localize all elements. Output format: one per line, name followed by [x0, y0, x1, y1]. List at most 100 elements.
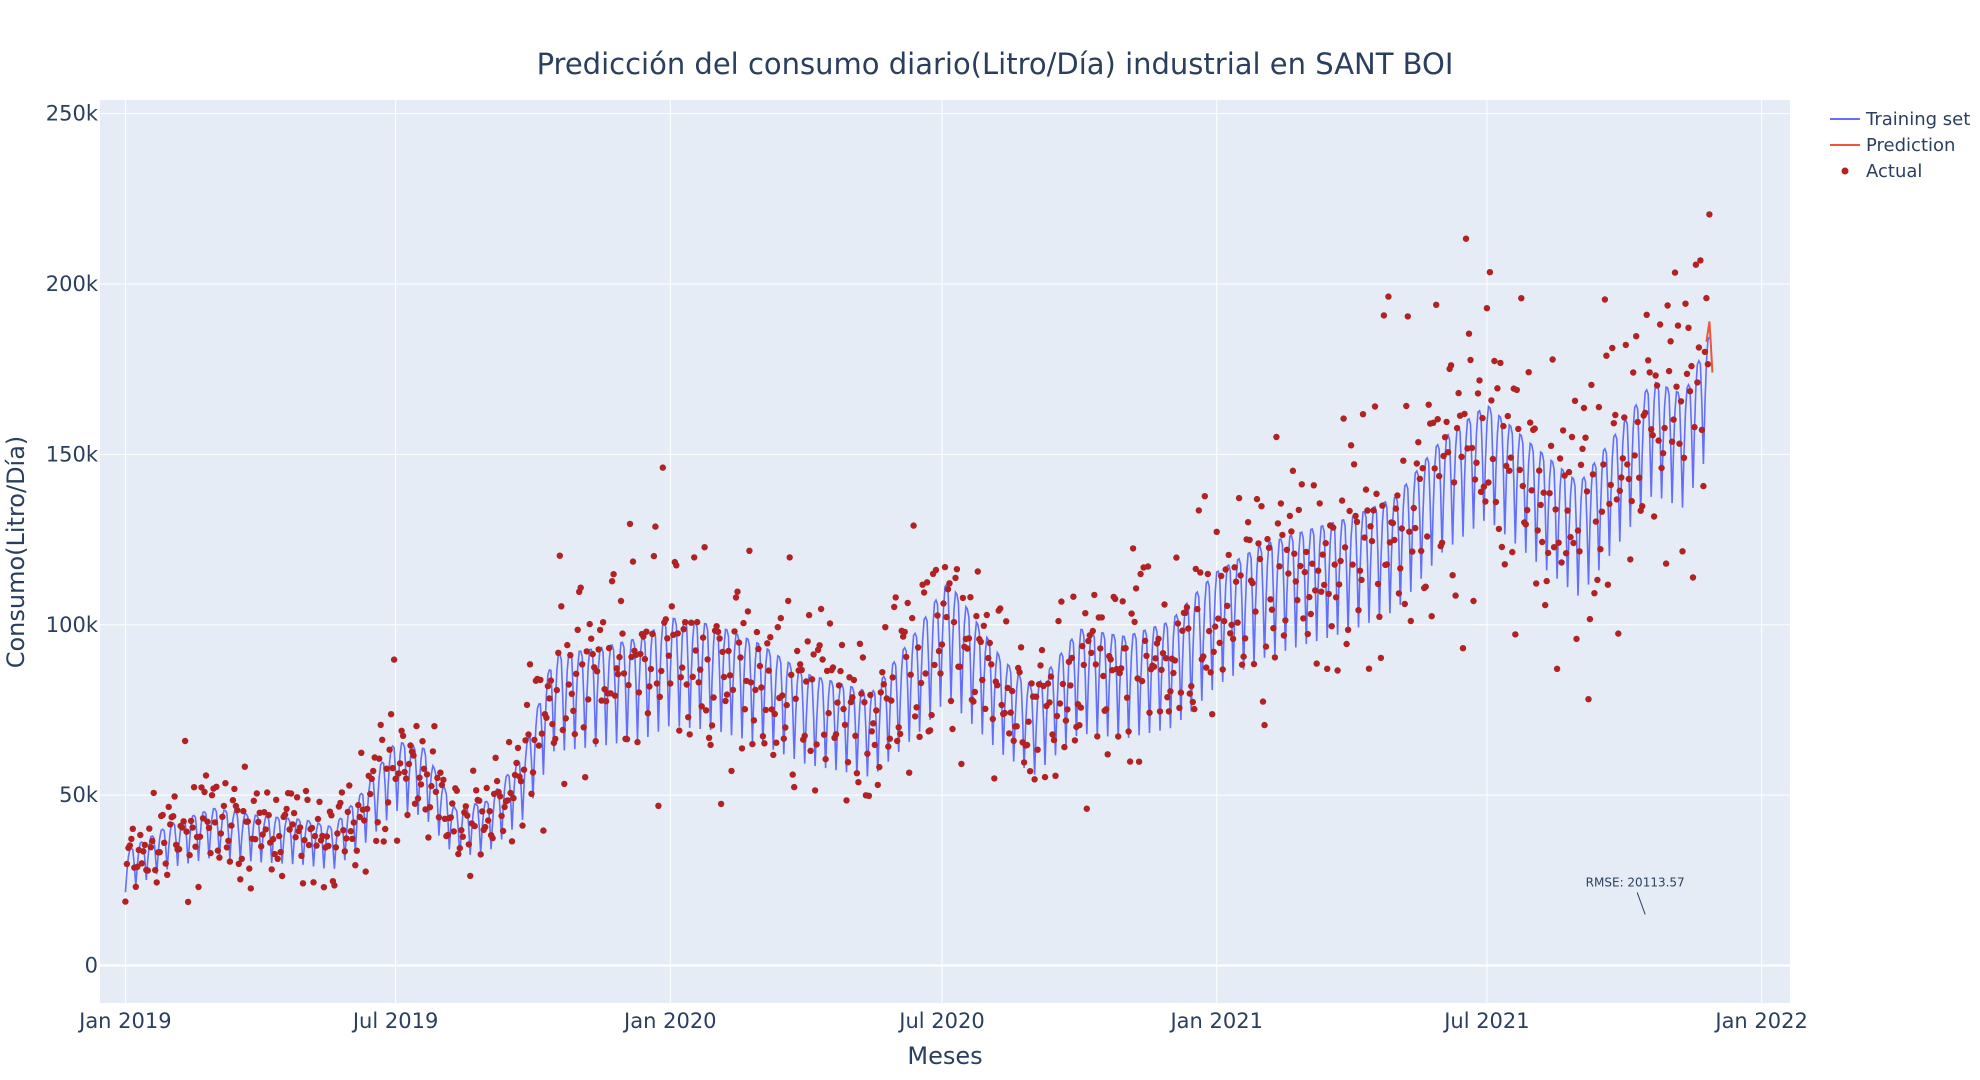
actual-point [1601, 296, 1609, 303]
actual-point [301, 836, 308, 844]
actual-point [192, 843, 199, 850]
actual-point [535, 742, 543, 749]
actual-point [531, 736, 538, 744]
actual-point [917, 679, 925, 687]
legend-item-actual[interactable]: Actual [1841, 161, 1923, 182]
actual-point [181, 737, 189, 745]
actual-point [1701, 348, 1709, 356]
actual-point [559, 726, 566, 734]
actual-point [1249, 579, 1256, 587]
actual-point [1418, 547, 1425, 555]
actual-point [1332, 594, 1340, 601]
actual-point [1286, 512, 1294, 520]
actual-point [704, 656, 711, 663]
actual-point [1486, 269, 1494, 276]
actual-point [608, 578, 616, 585]
actual-point [689, 673, 696, 680]
actual-point [1159, 650, 1167, 657]
actual-point [1562, 550, 1570, 557]
legend[interactable]: Training set Prediction Actual [1830, 109, 1970, 182]
actual-point [350, 819, 357, 826]
actual-point [1294, 596, 1301, 604]
actual-point [353, 847, 360, 854]
actual-point [170, 813, 177, 820]
actual-point [374, 819, 381, 826]
actual-point [1089, 627, 1097, 635]
actual-point [126, 842, 134, 849]
actual-point [1195, 507, 1203, 514]
legend-item-training[interactable]: Training set [1830, 109, 1970, 130]
actual-point [1283, 546, 1291, 553]
actual-point [1300, 615, 1307, 622]
actual-point [281, 811, 289, 818]
actual-point [1441, 434, 1449, 441]
actual-point [746, 547, 753, 554]
actual-point [1338, 497, 1346, 504]
actual-point [1631, 452, 1638, 459]
actual-point [434, 774, 441, 782]
actual-point [1046, 699, 1053, 706]
actual-point [1555, 539, 1562, 546]
actual-point [1374, 580, 1382, 588]
actual-point [553, 686, 560, 694]
actual-point [985, 654, 992, 662]
actual-point [941, 563, 949, 571]
actual-point [1691, 423, 1698, 431]
actual-point [1455, 389, 1462, 397]
actual-point [840, 705, 847, 713]
actual-point [1594, 576, 1601, 584]
actual-point [1152, 655, 1159, 662]
actual-point [586, 620, 593, 628]
actual-point [1579, 445, 1586, 452]
actual-point [677, 674, 684, 681]
actual-point [886, 735, 893, 742]
actual-point [398, 727, 405, 734]
actual-point [1401, 600, 1409, 608]
actual-point [1415, 439, 1422, 446]
actual-point [755, 645, 762, 653]
actual-point [1025, 718, 1032, 725]
actual-point [938, 641, 946, 648]
actual-point [1643, 311, 1650, 318]
actual-point [688, 619, 695, 626]
actual-point [544, 682, 552, 690]
actual-point [1215, 615, 1222, 622]
rmse-annotation: RMSE: 20113.57 [1586, 875, 1685, 915]
legend-item-prediction[interactable]: Prediction [1830, 135, 1955, 156]
actual-point [907, 671, 914, 678]
actual-point [129, 825, 136, 832]
actual-point [997, 605, 1004, 612]
actual-point [1513, 386, 1521, 394]
actual-point [437, 769, 444, 776]
actual-point [916, 733, 923, 740]
actual-point [1185, 625, 1192, 632]
actual-point [737, 654, 744, 661]
actual-point [1509, 548, 1516, 556]
actual-point [935, 647, 943, 655]
actual-point [998, 701, 1005, 709]
actual-point [1053, 712, 1061, 720]
actual-point [1403, 402, 1410, 410]
actual-point [1340, 415, 1347, 422]
actual-point [673, 562, 680, 569]
actual-point [1606, 500, 1613, 508]
actual-point [1458, 453, 1465, 460]
x-tick-label: Jul 2020 [897, 1009, 984, 1033]
actual-point [1450, 479, 1458, 486]
actual-point [1616, 487, 1624, 494]
actual-point [1389, 519, 1397, 527]
actual-point [1419, 465, 1426, 472]
actual-point [1122, 644, 1129, 652]
actual-point [595, 646, 602, 653]
actual-point [498, 812, 505, 820]
actual-point [719, 648, 726, 656]
prediction-line [1705, 321, 1714, 373]
actual-point [153, 879, 160, 886]
actual-point [1322, 540, 1329, 547]
actual-point [777, 614, 784, 622]
actual-point [1083, 805, 1091, 812]
actual-point [1504, 412, 1512, 420]
actual-point [1689, 574, 1697, 581]
actual-point [894, 737, 901, 745]
actual-point [926, 727, 934, 734]
